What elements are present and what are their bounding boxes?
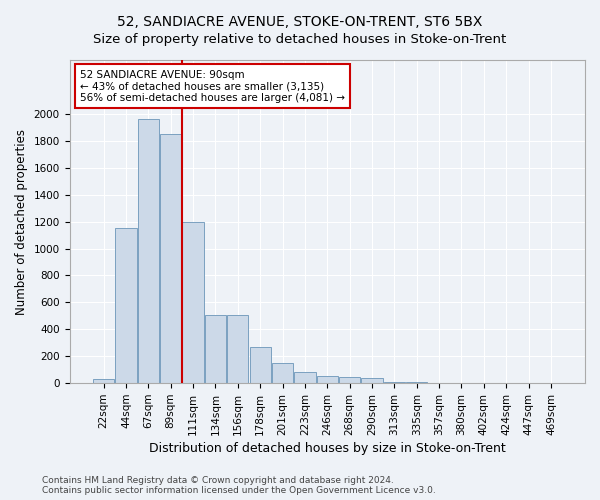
Y-axis label: Number of detached properties: Number of detached properties [15, 128, 28, 314]
Bar [93, 379, 114, 383]
Bar [428, 382, 450, 383]
Text: 52 SANDIACRE AVENUE: 90sqm
← 43% of detached houses are smaller (3,135)
56% of s: 52 SANDIACRE AVENUE: 90sqm ← 43% of deta… [80, 70, 345, 103]
Bar [182, 222, 203, 383]
Text: Contains HM Land Registry data © Crown copyright and database right 2024.
Contai: Contains HM Land Registry data © Crown c… [42, 476, 436, 495]
Bar [496, 382, 517, 383]
Text: 52, SANDIACRE AVENUE, STOKE-ON-TRENT, ST6 5BX: 52, SANDIACRE AVENUE, STOKE-ON-TRENT, ST… [118, 15, 482, 29]
Bar [451, 382, 472, 383]
Bar [115, 228, 137, 383]
Bar [294, 372, 316, 383]
Bar [205, 314, 226, 383]
Bar [137, 120, 159, 383]
X-axis label: Distribution of detached houses by size in Stoke-on-Trent: Distribution of detached houses by size … [149, 442, 506, 455]
Bar [339, 377, 360, 383]
Bar [272, 363, 293, 383]
Text: Size of property relative to detached houses in Stoke-on-Trent: Size of property relative to detached ho… [94, 32, 506, 46]
Bar [384, 382, 405, 383]
Bar [227, 314, 248, 383]
Bar [317, 376, 338, 383]
Bar [406, 382, 427, 383]
Bar [361, 378, 383, 383]
Bar [518, 382, 539, 383]
Bar [473, 382, 494, 383]
Bar [250, 347, 271, 383]
Bar [160, 134, 181, 383]
Bar [541, 382, 562, 383]
